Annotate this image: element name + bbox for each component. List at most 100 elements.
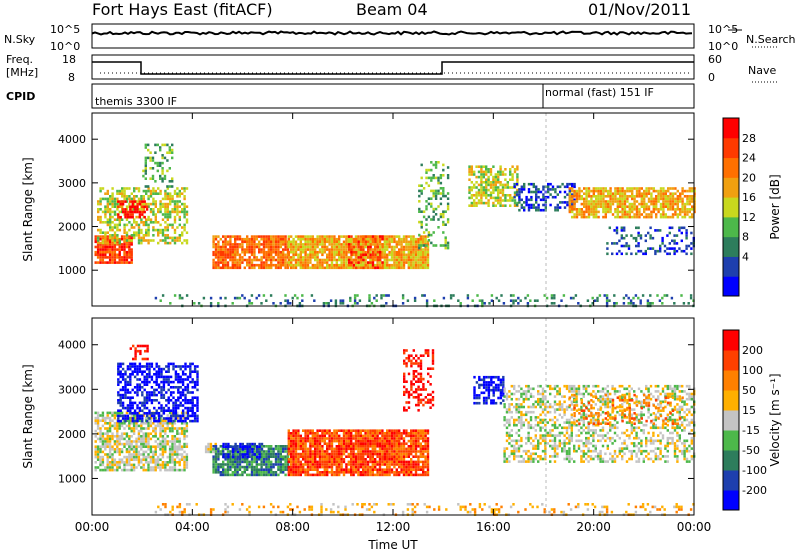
data-cell [554,190,557,194]
data-cell [311,452,314,456]
data-cell [143,412,146,415]
data-cell [111,461,114,464]
data-cell [118,192,121,195]
data-cell [374,253,377,257]
data-cell [489,170,493,174]
data-cell [147,468,150,472]
data-cell [390,245,394,249]
data-cell [145,239,148,242]
data-cell [294,471,298,474]
data-cell [222,248,225,251]
data-cell [412,250,415,254]
data-cell [525,198,528,202]
data-cell [655,213,658,216]
data-cell [99,448,102,451]
data-cell [226,447,230,451]
data-cell [143,396,146,399]
data-cell [646,299,650,302]
data-cell [277,237,280,241]
data-cell [318,434,322,438]
data-cell [171,448,174,451]
data-cell [121,195,124,198]
data-cell [99,461,102,464]
data-cell [226,468,230,471]
data-cell [595,200,598,203]
data-cell [439,187,443,190]
data-cell [580,210,583,214]
data-cell [316,250,319,254]
data-cell [530,203,533,207]
data-cell [265,471,268,474]
data-cell [145,365,149,368]
data-cell [309,437,312,440]
data-cell [559,190,562,194]
data-cell [250,294,254,297]
data-cell [417,258,420,262]
data-cell [117,367,120,371]
data-cell [137,231,141,234]
data-cell [437,192,440,195]
data-cell [196,383,199,386]
data-cell [687,302,690,305]
data-cell [345,240,348,244]
data-cell [164,419,167,422]
data-cell [297,253,300,257]
data-cell [299,434,302,438]
data-cell [153,391,156,394]
data-cell [424,266,427,270]
data-cell [144,177,147,180]
data-cell [311,434,314,438]
data-cell [120,243,124,246]
data-cell [135,200,138,203]
data-cell [446,207,450,211]
data-cell [583,210,586,214]
data-cell [542,188,545,191]
data-cell [133,365,137,368]
data-cell [104,440,107,443]
data-cell [592,200,595,203]
data-cell [352,253,355,257]
data-cell [635,205,639,208]
data-cell [597,205,600,208]
data-cell [166,213,169,216]
data-cell [376,263,379,267]
data-cell [124,414,127,418]
data-cell [282,458,285,461]
data-cell [639,234,643,237]
data-cell [693,195,696,198]
data-cell [335,245,338,249]
data-cell [145,223,148,227]
freq-tick-high: 18 [62,53,76,66]
data-cell [290,437,293,440]
data-cell [186,391,190,394]
data-cell [674,210,677,214]
data-cell [605,296,609,300]
data-cell [314,248,317,251]
data-cell [410,235,413,238]
data-cell [135,453,138,456]
data-cell [640,187,643,190]
data-cell [279,237,282,241]
data-cell [99,221,102,224]
data-cell [427,233,431,237]
data-cell [123,256,126,259]
data-cell [229,463,232,466]
power-panel [91,112,696,308]
data-cell [659,229,662,232]
data-cell [258,447,261,451]
data-cell [178,195,181,198]
data-cell [165,391,168,394]
data-cell [157,414,161,418]
data-cell [323,266,326,270]
data-cell [286,302,290,305]
data-cell [191,399,194,402]
data-cell [352,250,355,254]
data-cell [382,294,386,297]
data-cell [161,440,165,443]
data-cell [142,432,145,435]
data-cell [475,165,478,168]
data-cell [189,375,192,379]
data-cell [667,215,670,219]
data-cell [270,463,273,466]
data-cell [422,263,425,267]
